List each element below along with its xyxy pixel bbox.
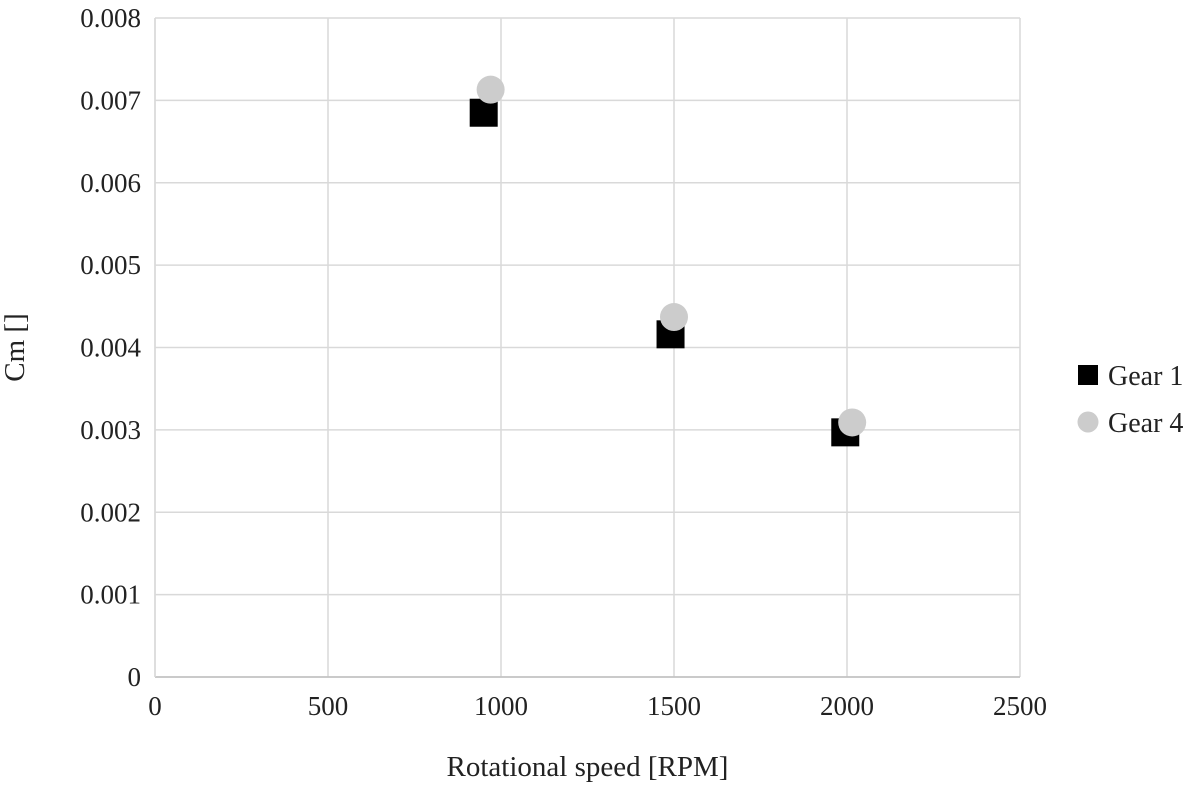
tick-labels: 0 500 1000 1500 2000 2500 0 0.001 0.002 0.003 0.00…	[80, 3, 1047, 721]
data-points	[469, 75, 867, 447]
y-axis-title: Cm []	[0, 313, 31, 381]
y-tick-label: 0.002	[80, 497, 141, 527]
legend-gear-1-marker	[1078, 365, 1098, 385]
legend: Gear 1 Gear 4	[1077, 361, 1183, 439]
legend-label: Gear 1	[1108, 361, 1183, 392]
y-tick-label: 0.006	[80, 168, 141, 198]
x-tick-label: 1000	[474, 691, 528, 721]
gear-4-point	[660, 303, 688, 332]
y-tick-label: 0	[128, 662, 142, 692]
x-axis-title: Rotational speed [RPM]	[447, 751, 729, 783]
y-tick-label: 0.008	[80, 3, 141, 33]
x-tick-label: 500	[308, 691, 349, 721]
axes	[154, 18, 1020, 678]
gear-4-point	[476, 75, 505, 104]
x-tick-label: 2000	[820, 691, 874, 721]
y-tick-label: 0.003	[80, 415, 141, 445]
y-tick-label: 0.004	[80, 333, 141, 363]
x-tick-label: 1500	[647, 691, 701, 721]
gear-4-point	[838, 408, 867, 437]
y-tick-label: 0.007	[80, 85, 141, 115]
x-tick-label: 2500	[993, 691, 1047, 721]
grid	[154, 17, 1021, 678]
y-tick-label: 0.005	[80, 250, 141, 280]
x-tick-label: 0	[148, 691, 162, 721]
legend-label: Gear 4	[1108, 408, 1183, 439]
y-tick-label: 0.001	[80, 580, 141, 610]
legend-gear-4-marker	[1077, 411, 1099, 433]
